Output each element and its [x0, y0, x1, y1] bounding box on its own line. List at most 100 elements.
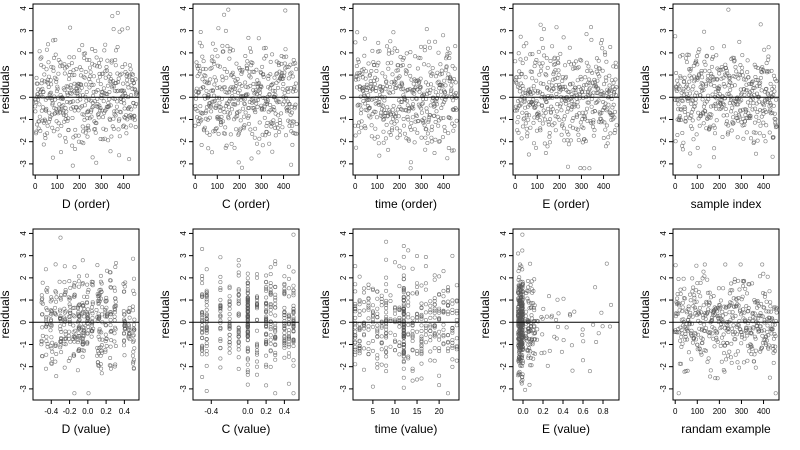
data-point: [80, 43, 85, 48]
data-point: [578, 120, 583, 125]
data-point: [75, 368, 80, 373]
data-point: [739, 98, 744, 103]
y-tick-label: 2: [19, 275, 28, 280]
x-tick-label: 200: [713, 182, 727, 191]
data-point: [204, 288, 209, 293]
data-point: [700, 97, 705, 102]
data-point: [76, 108, 81, 113]
data-point: [701, 88, 706, 93]
data-point: [740, 73, 745, 78]
data-point: [717, 303, 722, 308]
data-point: [39, 81, 44, 86]
data-point: [450, 121, 455, 126]
data-point: [524, 113, 529, 118]
data-point: [366, 305, 371, 310]
data-point: [614, 123, 619, 128]
data-point: [361, 85, 366, 90]
x-tick-label: 0.4: [119, 407, 131, 416]
data-point: [744, 107, 749, 112]
data-point: [454, 336, 459, 341]
data-point: [200, 315, 205, 320]
data-point: [410, 266, 415, 271]
data-point: [526, 326, 531, 331]
data-point: [712, 84, 717, 89]
data-point: [578, 74, 583, 79]
data-point: [560, 122, 565, 127]
data-point: [390, 50, 395, 55]
data-point: [36, 97, 41, 102]
data-point: [528, 328, 533, 333]
y-tick-label: -2: [499, 363, 508, 371]
data-point: [419, 344, 424, 349]
y-tick-label: 2: [499, 275, 508, 280]
data-point: [590, 70, 595, 75]
data-point: [90, 283, 95, 288]
data-point: [293, 81, 298, 86]
data-point: [83, 130, 88, 135]
data-point: [768, 101, 773, 106]
data-point: [391, 103, 396, 108]
data-point: [698, 114, 703, 119]
data-point: [537, 118, 542, 123]
data-point: [227, 322, 232, 327]
data-point: [113, 264, 118, 269]
data-point: [454, 107, 459, 112]
data-point: [450, 343, 455, 348]
data-point: [751, 326, 756, 331]
data-point: [435, 70, 440, 75]
data-point: [104, 295, 109, 300]
data-point: [218, 274, 223, 279]
data-point: [678, 287, 683, 292]
data-point: [607, 110, 612, 115]
data-point: [277, 130, 282, 135]
data-point: [53, 52, 58, 57]
data-point: [128, 115, 133, 120]
data-point: [72, 335, 77, 340]
data-point: [99, 57, 104, 62]
data-point: [252, 69, 257, 74]
data-point: [124, 125, 129, 130]
data-point: [92, 63, 97, 68]
data-point: [414, 329, 419, 334]
data-point: [602, 105, 607, 110]
data-point: [727, 349, 732, 354]
data-point: [398, 63, 403, 68]
data-point: [520, 297, 525, 302]
data-point: [574, 114, 579, 119]
data-point: [66, 333, 71, 338]
data-point: [680, 300, 685, 305]
data-point: [441, 33, 446, 38]
data-point: [72, 284, 77, 289]
data-point: [126, 331, 131, 336]
data-point: [107, 97, 112, 102]
data-point: [273, 350, 278, 355]
data-point: [67, 55, 72, 60]
data-point: [118, 110, 123, 115]
data-point: [716, 87, 721, 92]
data-point: [518, 34, 523, 39]
data-point: [428, 308, 433, 313]
data-point: [218, 356, 223, 361]
data-point: [59, 329, 64, 334]
data-point: [441, 116, 446, 121]
data-point: [131, 256, 136, 261]
data-point: [369, 123, 374, 128]
data-point: [427, 115, 432, 120]
data-point: [428, 303, 433, 308]
data-point: [62, 315, 67, 320]
y-axis-label: residuals: [638, 65, 652, 113]
y-tick-label: 1: [339, 72, 348, 77]
data-point: [711, 293, 716, 298]
data-point: [273, 352, 278, 357]
data-point: [204, 388, 209, 393]
data-point: [696, 310, 701, 315]
data-point: [133, 87, 138, 92]
y-tick-label: 2: [659, 50, 668, 55]
data-point: [580, 327, 585, 332]
data-point: [95, 88, 100, 93]
data-point: [218, 309, 223, 314]
data-point: [357, 299, 362, 304]
data-point: [288, 71, 293, 76]
data-point: [375, 323, 380, 328]
data-point: [694, 299, 699, 304]
